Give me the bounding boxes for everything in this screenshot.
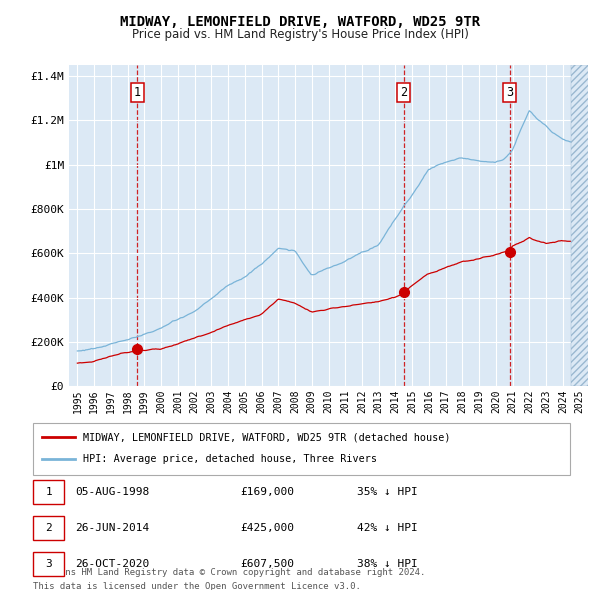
- Text: MIDWAY, LEMONFIELD DRIVE, WATFORD, WD25 9TR: MIDWAY, LEMONFIELD DRIVE, WATFORD, WD25 …: [120, 15, 480, 29]
- Text: Contains HM Land Registry data © Crown copyright and database right 2024.: Contains HM Land Registry data © Crown c…: [33, 568, 425, 577]
- Text: This data is licensed under the Open Government Licence v3.0.: This data is licensed under the Open Gov…: [33, 582, 361, 590]
- Text: 05-AUG-1998: 05-AUG-1998: [75, 487, 149, 497]
- Text: 26-OCT-2020: 26-OCT-2020: [75, 559, 149, 569]
- Text: Price paid vs. HM Land Registry's House Price Index (HPI): Price paid vs. HM Land Registry's House …: [131, 28, 469, 41]
- Text: £607,500: £607,500: [240, 559, 294, 569]
- Text: 2: 2: [400, 86, 407, 99]
- Text: 3: 3: [506, 86, 513, 99]
- Text: MIDWAY, LEMONFIELD DRIVE, WATFORD, WD25 9TR (detached house): MIDWAY, LEMONFIELD DRIVE, WATFORD, WD25 …: [83, 432, 450, 442]
- Text: 42% ↓ HPI: 42% ↓ HPI: [357, 523, 418, 533]
- Text: 1: 1: [45, 487, 52, 497]
- Text: 1: 1: [134, 86, 141, 99]
- Text: 26-JUN-2014: 26-JUN-2014: [75, 523, 149, 533]
- Text: 2: 2: [45, 523, 52, 533]
- Text: 38% ↓ HPI: 38% ↓ HPI: [357, 559, 418, 569]
- Text: HPI: Average price, detached house, Three Rivers: HPI: Average price, detached house, Thre…: [83, 454, 377, 464]
- Text: 35% ↓ HPI: 35% ↓ HPI: [357, 487, 418, 497]
- Text: £425,000: £425,000: [240, 523, 294, 533]
- Bar: [571, 65, 600, 386]
- Text: 3: 3: [45, 559, 52, 569]
- Text: £169,000: £169,000: [240, 487, 294, 497]
